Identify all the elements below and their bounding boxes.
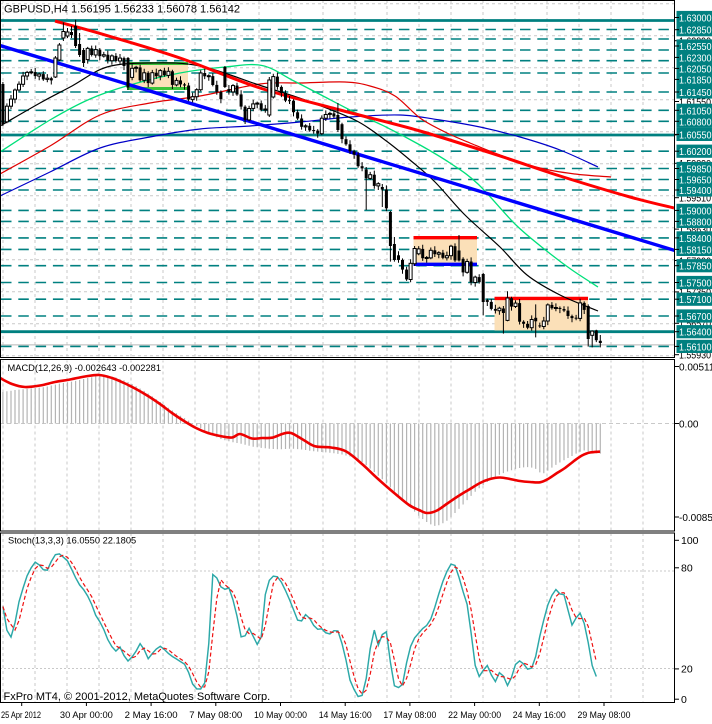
svg-text:100: 100 bbox=[681, 535, 699, 547]
svg-text:7 May 08:00: 7 May 08:00 bbox=[189, 710, 242, 720]
svg-text:Stoch(13,3,3) 16.0550 22.1805: Stoch(13,3,3) 16.0550 22.1805 bbox=[8, 536, 136, 546]
svg-text:1.62300: 1.62300 bbox=[679, 52, 712, 64]
svg-text:24 May 16:00: 24 May 16:00 bbox=[513, 710, 566, 720]
svg-text:1.61050: 1.61050 bbox=[679, 105, 712, 117]
svg-text:-0.008589: -0.008589 bbox=[679, 513, 712, 524]
svg-text:1.63000: 1.63000 bbox=[679, 13, 712, 25]
svg-text:1.58800: 1.58800 bbox=[679, 216, 712, 228]
svg-text:1.62550: 1.62550 bbox=[679, 41, 712, 53]
svg-text:0: 0 bbox=[681, 694, 687, 706]
svg-text:MACD(12,26,9) -0.002643 -0.002: MACD(12,26,9) -0.002643 -0.002281 bbox=[8, 363, 162, 373]
svg-text:10 May 00:00: 10 May 00:00 bbox=[254, 710, 307, 720]
svg-text:25 Apr 2012: 25 Apr 2012 bbox=[1, 710, 41, 720]
svg-text:1.62850: 1.62850 bbox=[679, 25, 712, 37]
svg-text:1.56100: 1.56100 bbox=[679, 341, 712, 353]
svg-text:0.00: 0.00 bbox=[679, 419, 699, 430]
svg-text:1.60200: 1.60200 bbox=[679, 146, 712, 158]
svg-text:1.61450: 1.61450 bbox=[679, 87, 712, 99]
svg-text:1.58400: 1.58400 bbox=[679, 233, 712, 245]
svg-text:1.58150: 1.58150 bbox=[679, 244, 712, 256]
svg-text:1.57500: 1.57500 bbox=[679, 278, 712, 290]
svg-text:1.61850: 1.61850 bbox=[679, 74, 712, 86]
svg-text:1.57850: 1.57850 bbox=[679, 261, 712, 273]
svg-text:2 May 16:00: 2 May 16:00 bbox=[125, 710, 178, 720]
svg-text:22 May 00:00: 22 May 00:00 bbox=[448, 710, 501, 720]
svg-text:0.005114: 0.005114 bbox=[679, 362, 712, 373]
svg-text:14 May 16:00: 14 May 16:00 bbox=[319, 710, 372, 720]
svg-text:1.59000: 1.59000 bbox=[679, 205, 712, 217]
svg-text:1.56700: 1.56700 bbox=[679, 311, 712, 323]
svg-text:GBPUSD,H4 1.56195 1.56233 1.5: GBPUSD,H4 1.56195 1.56233 1.56078 1.5614… bbox=[4, 4, 240, 16]
svg-text:1.60550: 1.60550 bbox=[679, 129, 712, 141]
svg-text:1.60800: 1.60800 bbox=[679, 116, 712, 128]
svg-text:FxPro MT4, © 2001-2012, MetaQu: FxPro MT4, © 2001-2012, MetaQuotes Softw… bbox=[4, 691, 271, 703]
svg-text:1.56400: 1.56400 bbox=[679, 327, 712, 339]
svg-text:1.59400: 1.59400 bbox=[679, 185, 712, 197]
svg-text:17 May 08:00: 17 May 08:00 bbox=[383, 710, 436, 720]
svg-text:1.59850: 1.59850 bbox=[679, 164, 712, 176]
svg-text:1.62050: 1.62050 bbox=[679, 63, 712, 75]
svg-text:29 May 08:00: 29 May 08:00 bbox=[578, 710, 631, 720]
svg-text:20: 20 bbox=[681, 664, 693, 676]
svg-text:30 Apr 00:00: 30 Apr 00:00 bbox=[60, 710, 113, 720]
svg-text:1.57100: 1.57100 bbox=[679, 294, 712, 306]
svg-text:80: 80 bbox=[681, 563, 693, 575]
